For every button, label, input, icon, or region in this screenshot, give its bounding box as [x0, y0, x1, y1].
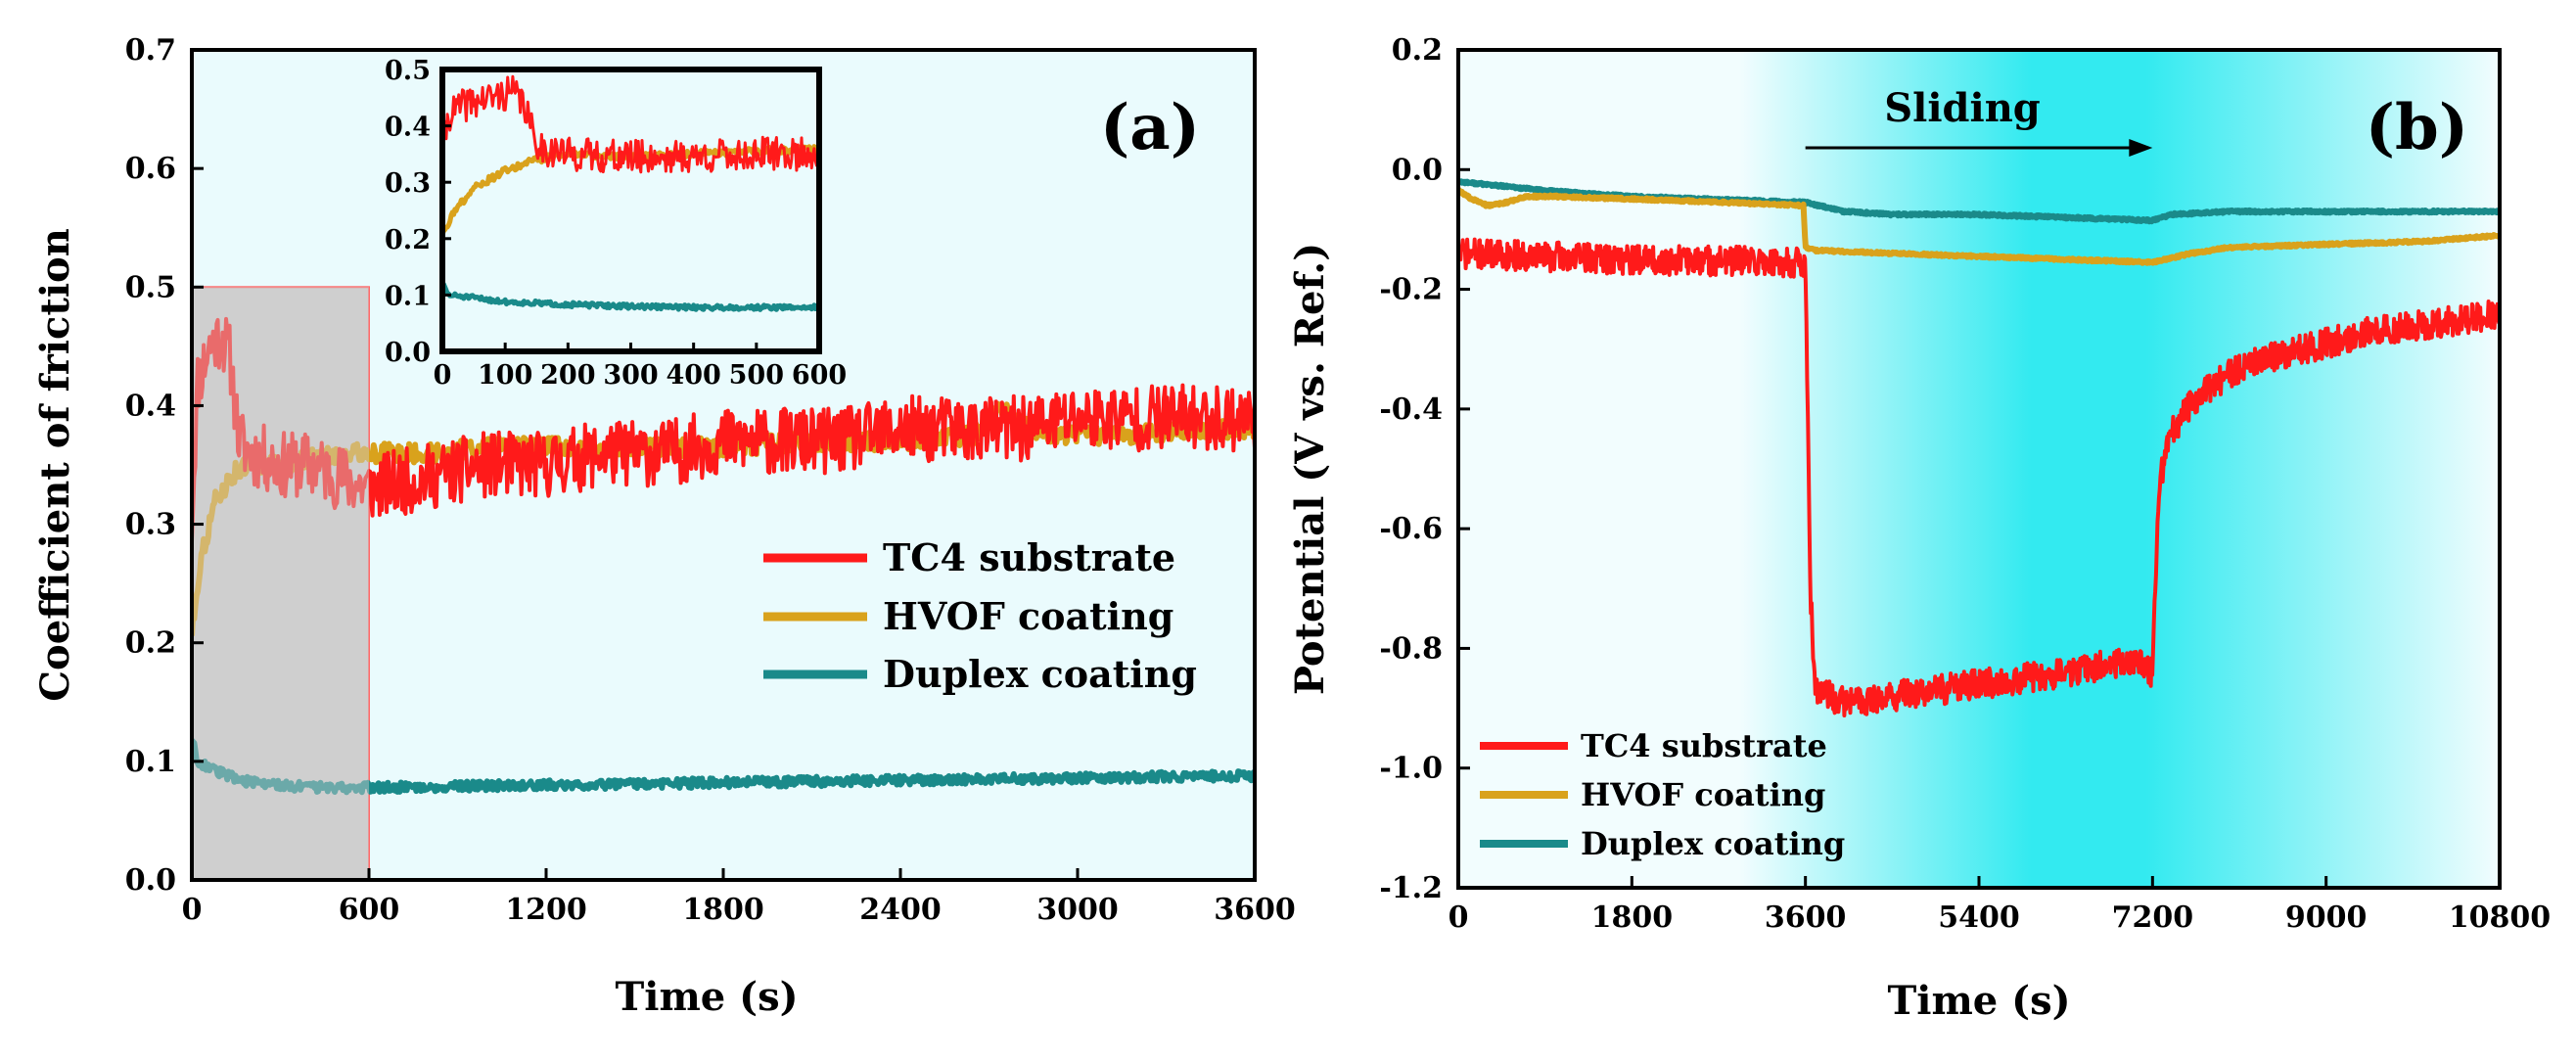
inset-series-duplex-coating: [442, 281, 819, 312]
panel-a-y-tick-label: 0.6: [125, 152, 176, 186]
panel-b-y-tick-label: -0.6: [1379, 512, 1443, 546]
panel-a-x-tick-label: 3000: [1036, 893, 1119, 927]
inset-y-tick-label: 0.5: [385, 56, 431, 86]
inset-y-tick-label: 0.1: [385, 281, 431, 311]
inset-x-tick-label: 300: [603, 360, 658, 391]
panel-a-series-duplex-coating: [192, 738, 1255, 796]
inset-x-tick-label: 100: [478, 360, 532, 391]
panel-a-y-tick-label: 0.4: [125, 389, 176, 423]
inset-x-tick-label: 400: [666, 360, 720, 391]
sliding-annotation: Sliding: [1884, 85, 2041, 131]
panel-b-y-tick-label: 0.0: [1392, 153, 1443, 187]
panel-b: 0 1800 3600 5400 7200 9000 10800 -1.2 -1.0 -0.8 -0…: [1287, 33, 2551, 1024]
panel-b-legend: TC4 substrate HVOF coating Duplex coatin…: [1480, 727, 1845, 862]
panel-b-y-tick-label: -0.8: [1379, 631, 1443, 666]
panel-a-y-tick-label: 0.0: [125, 863, 176, 898]
panel-b-y-tick-label: -1.2: [1379, 871, 1443, 905]
panel-a-x-tick-label: 3600: [1214, 893, 1296, 927]
panel-a-x-tick-label: 2400: [859, 893, 942, 927]
panel-b-x-tick-label: 1800: [1591, 900, 1674, 935]
panel-a-y-tick-label: 0.3: [125, 508, 176, 542]
panel-a-x-tick-label: 1800: [682, 893, 764, 927]
legend-label-duplex: Duplex coating: [883, 652, 1197, 696]
panel-a-inset: 0 100 200 300 400 500 600 0.0 0.1 0.2 0.3 0.4 0.5: [385, 56, 847, 391]
legend-label-tc4: TC4 substrate: [883, 535, 1175, 579]
panel-a-highlight-overlay: [192, 287, 369, 880]
inset-series-tc4-substrate: [442, 74, 819, 174]
panel-b-x-tick-label: 10800: [2449, 900, 2551, 935]
panel-a-series-tc4-substrate: [192, 316, 1255, 542]
panel-a-x-tick-label: 0: [182, 893, 203, 927]
panel-b-y-axis-label: Potential (V vs. Ref.): [1287, 243, 1333, 695]
panel-b-y-tick-label: -0.4: [1379, 392, 1443, 427]
inset-x-tick-label: 500: [729, 360, 784, 391]
panel-b-x-tick-label: 0: [1449, 900, 1469, 935]
legend-label-hvof: HVOF coating: [1581, 776, 1825, 813]
sliding-arrow: [1805, 139, 2153, 157]
panel-a-y-tick-label: 0.5: [125, 270, 176, 304]
panel-a-y-tick-label: 0.2: [125, 626, 176, 661]
panel-a: 0 600 1200 1800 2400 3000 36000.00.10.20.30.40…: [32, 33, 1296, 1020]
panel-a-label: (a): [1100, 91, 1200, 164]
inset-y-tick-label: 0.4: [385, 113, 431, 143]
panel-b-x-tick-label: 7200: [2112, 900, 2194, 935]
inset-y-tick-label: 0.3: [385, 168, 431, 199]
inset-y-tick-label: 0.0: [385, 338, 431, 368]
panel-b-x-tick-label: 5400: [1938, 900, 2020, 935]
legend-label-hvof: HVOF coating: [883, 594, 1173, 638]
legend-label-tc4: TC4 substrate: [1581, 727, 1827, 764]
panel-a-y-tick-label: 0.7: [125, 33, 176, 68]
inset-x-tick-label: 0: [434, 360, 452, 391]
panel-b-x-tick-label: 9000: [2285, 900, 2368, 935]
panel-b-x-axis-label: Time (s): [1887, 978, 2070, 1024]
panel-b-plot-area: [1458, 50, 2500, 888]
panel-a-x-tick-label: 600: [339, 893, 400, 927]
panel-b-y-tick-label: 0.2: [1392, 33, 1443, 68]
sliding-arrow-head: [2129, 139, 2153, 157]
panel-b-series-tc4-substrate: [1458, 237, 2500, 717]
panel-a-legend: TC4 substrate HVOF coating Duplex coatin…: [763, 535, 1197, 696]
panel-b-label: (b): [2366, 91, 2468, 164]
inset-x-tick-label: 600: [792, 360, 847, 391]
panel-b-y-tick-label: -0.2: [1379, 273, 1443, 307]
inset-x-tick-label: 200: [540, 360, 595, 391]
panel-a-y-tick-label: 0.1: [125, 745, 176, 779]
panel-a-y-axis-label: Coefficient of friction: [32, 228, 78, 702]
panel-a-x-axis-label: Time (s): [615, 974, 798, 1020]
legend-label-duplex: Duplex coating: [1581, 825, 1845, 862]
panel-b-x-tick-label: 3600: [1765, 900, 1847, 935]
panel-b-series-hvof-coating: [1458, 187, 2500, 266]
panel-b-y-tick-label: -1.0: [1379, 752, 1443, 786]
panel-a-x-tick-label: 1200: [505, 893, 587, 927]
inset-y-tick-label: 0.2: [385, 225, 431, 255]
